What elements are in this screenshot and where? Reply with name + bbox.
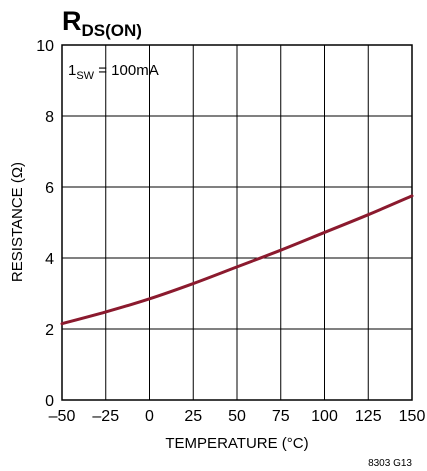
figure-code: 8303 G13 [368, 458, 412, 469]
series-line [60, 194, 414, 326]
x-tick-label: 125 [355, 408, 382, 425]
grid [61, 44, 413, 401]
x-tick-label: 100 [311, 408, 338, 425]
y-tick-label: 4 [45, 251, 54, 268]
annotation-prefix: 1 [68, 62, 76, 79]
annotation-sub: SW [76, 70, 94, 82]
annotation-suffix: = 100mA [94, 62, 159, 79]
x-tick-label: 75 [272, 408, 290, 425]
chart-title: RDS(ON) [62, 6, 142, 40]
x-axis-label: TEMPERATURE (°C) [165, 435, 308, 452]
x-tick-label: –25 [92, 408, 119, 425]
y-tick-label: 2 [45, 322, 54, 339]
y-tick-label: 0 [45, 393, 54, 410]
chart-title-main: R [62, 6, 82, 36]
x-tick-label: 150 [399, 408, 426, 425]
x-tick-label: 0 [145, 408, 154, 425]
y-tick-label: 6 [45, 180, 54, 197]
y-tick-labels: 0 2 4 6 8 10 [36, 38, 54, 410]
x-tick-label: –50 [49, 408, 76, 425]
x-tick-labels: –50 –25 0 25 50 75 100 125 150 [49, 408, 426, 425]
plot-frame [61, 44, 413, 401]
x-tick-label: 50 [228, 408, 246, 425]
y-tick-label: 8 [45, 109, 54, 126]
chart-title-sub: DS(ON) [82, 21, 142, 40]
x-tick-label: 25 [184, 408, 202, 425]
y-axis-label: RESISTANCE (Ω) [9, 162, 26, 282]
annotation: 1SW = 100mA [68, 62, 159, 82]
y-tick-label: 10 [36, 38, 54, 55]
